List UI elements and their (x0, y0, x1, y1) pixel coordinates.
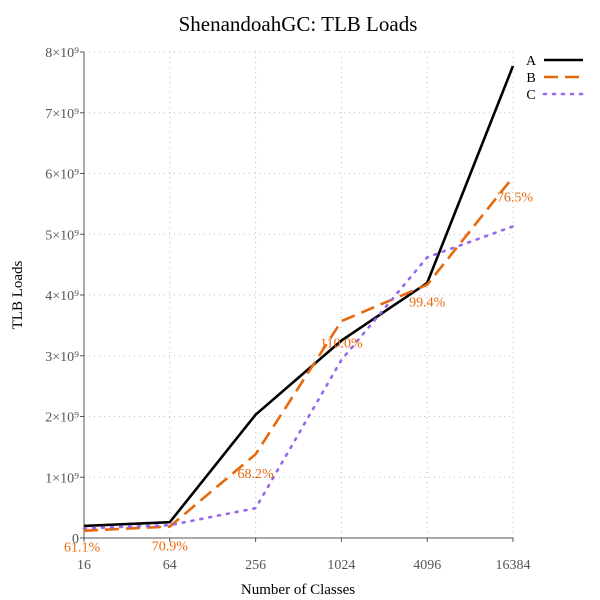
legend: ABC (526, 54, 585, 103)
axes (80, 51, 514, 542)
data-label: 99.4% (409, 296, 446, 311)
x-tick-label: 64 (163, 558, 177, 573)
x-tick-label: 16384 (496, 558, 531, 573)
y-tick-label: 0 (72, 532, 79, 547)
y-tick-label: 1×10⁹ (45, 471, 79, 486)
chart-title: ShenandoahGC: TLB Loads (179, 12, 418, 36)
x-tick-labels: 16 64 256 1024 4096 16384 (77, 558, 531, 573)
data-label: 68.2% (238, 467, 275, 482)
y-tick-label: 7×10⁹ (45, 107, 79, 122)
y-tick-label: 5×10⁹ (45, 228, 79, 243)
legend-label: C (526, 88, 535, 103)
y-tick-label: 4×10⁹ (45, 289, 79, 304)
y-tick-label: 8×10⁹ (45, 46, 79, 61)
x-tick-label: 4096 (413, 558, 441, 573)
data-label: 61.1% (64, 541, 101, 556)
series-line-a (83, 65, 515, 528)
data-label: 70.9% (152, 539, 189, 554)
annotations: 61.1% 70.9% 68.2% 110.0% 99.4% 76.5% (64, 191, 533, 556)
x-tick-label: 1024 (327, 558, 355, 573)
series (82, 65, 515, 532)
legend-label: B (526, 71, 535, 86)
data-label: 110.0% (320, 336, 363, 351)
x-tick-label: 16 (77, 558, 91, 573)
x-axis-label: Number of Classes (241, 582, 355, 598)
y-tick-label: 3×10⁹ (45, 350, 79, 365)
y-tick-label: 6×10⁹ (45, 168, 79, 183)
y-tick-label: 2×10⁹ (45, 411, 79, 426)
data-label: 76.5% (497, 191, 534, 206)
grid (84, 51, 514, 538)
series-line-b (83, 176, 515, 532)
legend-label: A (526, 54, 537, 69)
x-tick-label: 256 (245, 558, 266, 573)
y-tick-labels: 0 1×10⁹ 2×10⁹ 3×10⁹ 4×10⁹ 5×10⁹ 6×10⁹ 7×10⁹ 8×10… (45, 46, 79, 547)
y-axis-label: TLB Loads (10, 260, 26, 329)
series-line-c (82, 225, 515, 530)
